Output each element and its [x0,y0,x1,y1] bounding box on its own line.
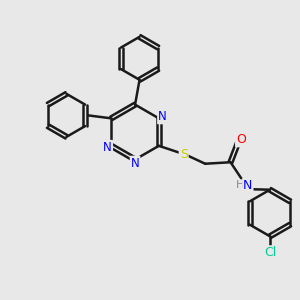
Text: S: S [180,148,188,161]
Text: N: N [103,141,112,154]
Text: N: N [131,157,140,169]
Text: N: N [243,179,253,192]
Text: O: O [236,133,246,146]
Text: N: N [158,110,167,123]
Text: Cl: Cl [264,246,276,259]
Text: H: H [236,180,244,190]
